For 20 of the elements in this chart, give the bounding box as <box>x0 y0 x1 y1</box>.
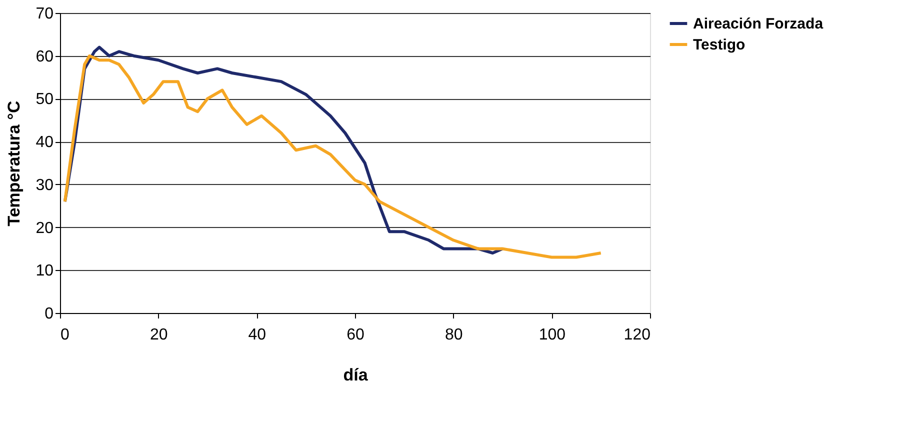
x-tick-label: 100 <box>538 326 566 344</box>
y-tick-label: 30 <box>36 176 54 194</box>
line-series <box>63 54 602 259</box>
x-axis-title: día <box>343 366 368 384</box>
x-tick-label: 120 <box>624 326 651 344</box>
x-tick-label: 40 <box>248 326 266 344</box>
y-axis-title: Temperatura °C <box>4 100 24 226</box>
legend-label: Testigo <box>693 36 746 54</box>
x-tick-label: 20 <box>150 326 168 344</box>
y-tick-label: 60 <box>36 48 54 66</box>
y-tick-label: 40 <box>36 134 54 152</box>
y-tick-label: 0 <box>44 306 54 322</box>
y-tick-label: 20 <box>36 220 54 237</box>
legend-label: Aireación Forzada <box>693 16 824 32</box>
y-tick-label: 50 <box>36 91 54 108</box>
x-tick-label: 0 <box>60 326 70 344</box>
y-tick-label: 10 <box>36 262 54 280</box>
x-tick-label: 60 <box>346 326 364 344</box>
y-tick-label: 70 <box>36 6 54 22</box>
x-tick-label: 80 <box>444 326 463 344</box>
